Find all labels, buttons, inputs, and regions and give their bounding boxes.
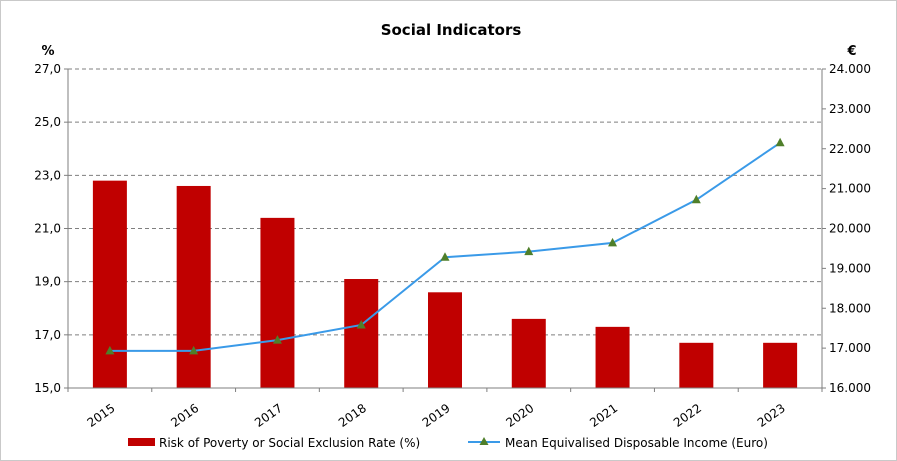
left-tick-label: 25,0: [34, 115, 61, 129]
income-point-2022: [691, 194, 701, 204]
right-tick-label: 16.000: [829, 381, 871, 395]
left-tick-label: 15,0: [34, 381, 61, 395]
bar-2021: [595, 326, 630, 388]
bar-2017: [260, 217, 295, 388]
income-point-2018: [356, 319, 366, 329]
legend: Risk of Poverty or Social Exclusion Rate…: [128, 436, 768, 450]
legend-bar-label: Risk of Poverty or Social Exclusion Rate…: [159, 436, 420, 450]
bar-2020: [511, 318, 546, 388]
left-tick-label: 23,0: [34, 168, 61, 182]
income-point-2019: [440, 252, 450, 261]
right-tick-label: 19.000: [829, 261, 871, 275]
right-axis-ticks: 16.000 17.000 18.000 19.000 20.000 21.000 22.0…: [829, 62, 871, 395]
chart-title: Social Indicators: [381, 21, 522, 39]
left-axis-ticks: 15,0 17,0 19,0 21,0 23,0 25,0 27,0: [34, 62, 61, 395]
x-tick-label-2015: 2015: [85, 401, 118, 430]
income-point-2016: [189, 345, 199, 355]
x-tick-label-2016: 2016: [168, 401, 201, 430]
left-tick-label: 19,0: [34, 275, 61, 289]
left-tick-label: 21,0: [34, 222, 61, 236]
line-series: [105, 137, 785, 355]
x-axis-ticks: 2015 2016 2017 2018 2019 2020 2021 2022 2023: [85, 401, 788, 430]
right-tick-label: 22.000: [829, 142, 871, 156]
bar-2015: [92, 180, 127, 388]
bar-2023: [763, 342, 798, 388]
right-tick-label: 24.000: [829, 62, 871, 76]
bar-2019: [428, 292, 462, 388]
left-axis-unit: %: [41, 44, 54, 59]
income-point-2023: [775, 137, 785, 147]
right-tick-label: 17.000: [829, 341, 871, 355]
income-point-2020: [524, 246, 534, 256]
x-tick-label-2020: 2020: [503, 401, 536, 430]
right-tick-label: 20.000: [829, 222, 871, 236]
income-point-2015: [105, 345, 115, 355]
left-tick-label: 27,0: [34, 62, 61, 76]
left-tick-label: 17,0: [34, 328, 61, 342]
right-axis-unit: €: [846, 44, 856, 59]
legend-line-label: Mean Equivalised Disposable Income (Euro…: [505, 436, 768, 450]
legend-line-marker: [479, 437, 489, 445]
axes: [64, 68, 826, 392]
legend-bar-swatch: [128, 438, 155, 446]
income-point-2021: [608, 237, 618, 247]
x-tick-label-2021: 2021: [587, 401, 620, 430]
income-point-2017: [272, 335, 282, 344]
right-tick-label: 23.000: [829, 102, 871, 116]
right-tick-label: 21.000: [829, 182, 871, 196]
bar-series: [92, 180, 798, 388]
bar-2022: [679, 342, 714, 388]
x-tick-label-2017: 2017: [252, 401, 285, 430]
x-tick-label-2023: 2023: [755, 401, 788, 430]
bar-2018: [344, 279, 379, 388]
right-tick-label: 18.000: [829, 301, 871, 315]
bar-2016: [176, 185, 211, 388]
x-tick-label-2019: 2019: [420, 401, 453, 430]
x-tick-label-2018: 2018: [336, 401, 369, 430]
x-tick-label-2022: 2022: [671, 401, 704, 430]
